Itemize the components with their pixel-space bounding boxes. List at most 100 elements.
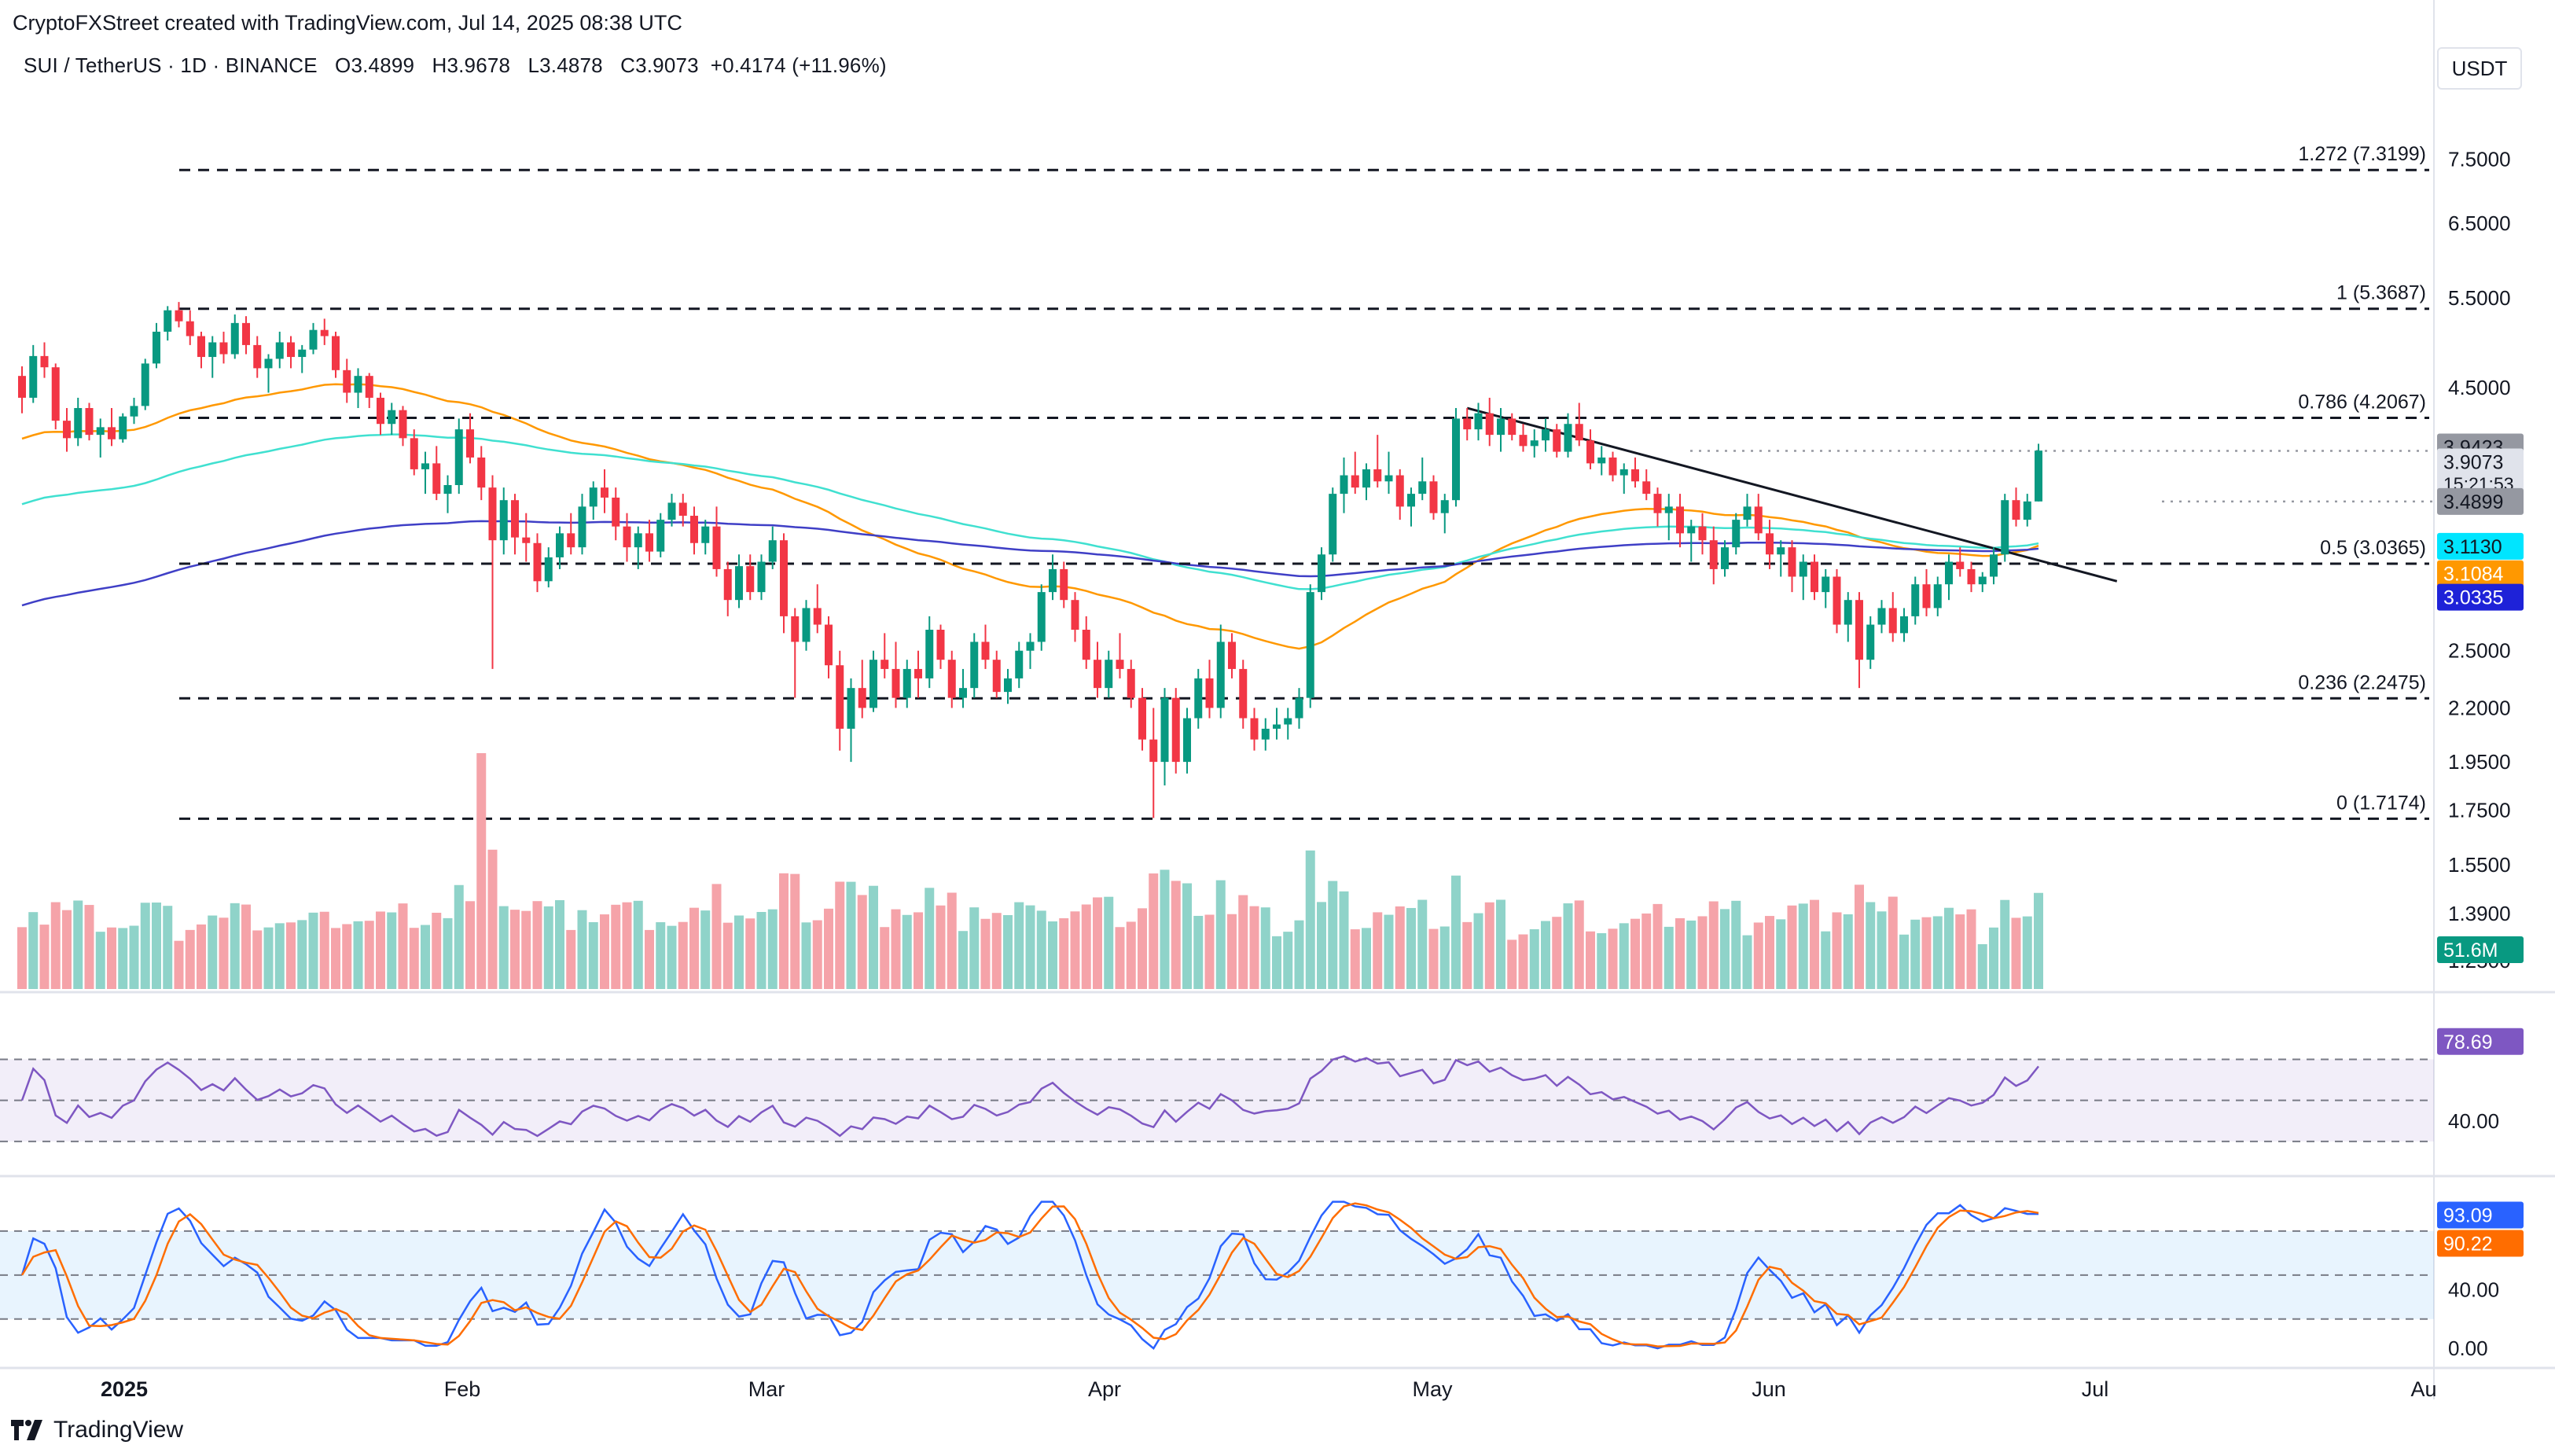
candle-body — [1138, 697, 1146, 740]
volume-bar — [566, 929, 576, 989]
volume-bar — [1776, 919, 1786, 989]
candle-body — [1407, 494, 1415, 507]
volume-bar — [1272, 936, 1281, 989]
volume-bar — [667, 925, 677, 989]
symbol-name: SUI / TetherUS · 1D · BINANCE — [24, 53, 318, 77]
volume-bar — [1204, 914, 1215, 989]
candle-body — [96, 427, 105, 436]
volume-bar — [1664, 926, 1674, 989]
symbol-legend[interactable]: SUI / TetherUS · 1D · BINANCE O3.4899 H3… — [24, 53, 887, 78]
candle-body — [1273, 724, 1281, 729]
volume-bar — [1686, 920, 1697, 989]
price-label-ema100: 3.1130 — [2443, 536, 2502, 558]
volume-bar — [1249, 906, 1259, 989]
candle-body — [1575, 424, 1583, 441]
candle-body — [1687, 526, 1696, 534]
candle-body — [499, 500, 508, 541]
volume-bar — [914, 912, 923, 989]
volume-bar — [208, 915, 218, 989]
candle-body — [1261, 728, 1270, 740]
candle-body — [1015, 650, 1024, 678]
candle-body — [320, 329, 329, 336]
candle-body — [836, 665, 844, 729]
volume-bar — [39, 925, 50, 989]
price-label-last: 3.9073 — [2443, 452, 2503, 474]
volume-bar — [969, 907, 980, 989]
candle-body — [1721, 547, 1729, 569]
candle-body — [992, 660, 1001, 693]
volume-bar — [2011, 917, 2021, 989]
volume-bar — [756, 912, 766, 989]
candle-body — [1149, 739, 1158, 763]
stoch-k-label: 93.09 — [2443, 1205, 2493, 1227]
volume-bar — [1171, 881, 1181, 989]
volume-bar — [107, 927, 116, 989]
stoch-d-label-bg — [2437, 1230, 2524, 1257]
volume-bar — [1260, 907, 1270, 989]
candle-body — [511, 500, 519, 538]
volume-bar — [689, 907, 699, 989]
volume-bar — [230, 903, 240, 989]
volume-bar — [1574, 900, 1584, 989]
volume-bar — [140, 903, 150, 989]
volume-bar — [17, 927, 27, 989]
candle-body — [399, 410, 407, 439]
candle-body — [466, 429, 474, 458]
chart-credit: CryptoFXStreet created with TradingView.… — [13, 11, 682, 35]
volume-bar — [353, 921, 363, 989]
candle-body — [1216, 642, 1225, 708]
candle-body — [1384, 475, 1393, 482]
candle-body — [1071, 600, 1079, 631]
candle-body — [1318, 554, 1325, 593]
candle-body — [51, 367, 60, 421]
volume-bar — [588, 921, 598, 989]
candle-body — [1171, 697, 1180, 763]
volume-bar — [28, 912, 39, 989]
brand-name: TradingView — [53, 1417, 184, 1443]
volume-bar — [958, 931, 968, 989]
candle-body — [1463, 418, 1472, 430]
quote-currency-button[interactable]: USDT — [2437, 47, 2522, 90]
candle-body — [63, 421, 71, 439]
volume-bar — [936, 905, 946, 989]
candle-body — [208, 342, 217, 358]
volume-bar — [2000, 899, 2010, 989]
candle-body — [791, 616, 800, 642]
volume-bar — [1944, 907, 1954, 989]
candle-body — [1564, 424, 1572, 452]
volume-bar — [185, 929, 195, 989]
candle-body — [421, 463, 429, 469]
volume-bar — [1193, 915, 1204, 989]
candle-body — [847, 688, 855, 729]
volume-bar — [891, 909, 901, 989]
candle-body — [1362, 469, 1370, 488]
candle-body — [1922, 584, 1931, 609]
volume-bar — [1025, 905, 1035, 989]
volume-bar — [342, 924, 352, 989]
candle-body — [253, 344, 262, 369]
candle-body — [1664, 506, 1673, 513]
price-axis-tick: 2.5000 — [2448, 639, 2511, 663]
volume-bar — [1955, 914, 1965, 989]
volume-bar — [1507, 939, 1517, 989]
time-axis-tick: Au — [2410, 1377, 2436, 1401]
volume-bar — [129, 925, 139, 989]
rsi-axis-tick: 40.00 — [2448, 1109, 2499, 1133]
volume-bar — [84, 905, 94, 989]
volume-bar — [1899, 934, 1909, 989]
volume-bar — [622, 902, 632, 989]
candle-body — [780, 540, 788, 616]
volume-bar — [1765, 916, 1774, 989]
volume-bar — [600, 914, 609, 989]
volume-bar — [1810, 899, 1819, 989]
volume-bar — [555, 899, 564, 989]
tradingview-brand: TradingView — [11, 1417, 183, 1443]
candle-body — [936, 630, 945, 660]
volume-bar — [1753, 922, 1763, 989]
candle-body — [891, 668, 900, 698]
candle-body — [298, 349, 307, 358]
price-label-ema50: 3.1084 — [2443, 564, 2504, 586]
candle-body — [1194, 678, 1203, 719]
ohlc-open: O3.4899 — [335, 53, 415, 77]
